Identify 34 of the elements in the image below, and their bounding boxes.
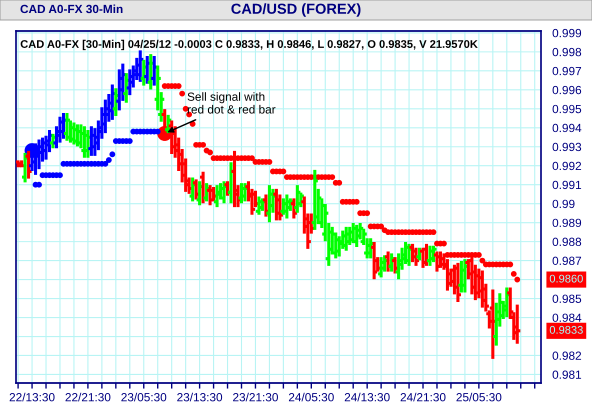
y-tick-label: 0.997: [552, 66, 582, 76]
y-tick-label: 0.982: [552, 352, 582, 360]
y-tick-label: 0.984: [552, 314, 582, 322]
annotation: Sell signal with red dot & red bar: [188, 92, 276, 114]
y-tick-label: 0.993: [552, 142, 582, 152]
x-tick-label: 22/13:30: [10, 392, 55, 402]
x-tick-label: 23/05:30: [121, 392, 166, 402]
x-tick-label: 22/21:30: [66, 392, 110, 402]
point: [109, 151, 116, 158]
y-tick-label: 0.994: [552, 124, 582, 132]
chart-title: CAD/USD (FOREX): [231, 3, 360, 17]
text: CAD A0-FX 30-Min: [20, 4, 122, 14]
y-tick-label: 0.981: [552, 370, 582, 379]
y-tick-label: 0.999: [552, 28, 582, 38]
x-tick-label: 23/21:30: [233, 392, 278, 402]
x-tick-label: 24/13:30: [344, 392, 390, 402]
y-tick-label: 0.992: [552, 162, 582, 170]
text: 0.9860: [550, 274, 583, 283]
x-tick-label: 24/21:30: [400, 392, 446, 402]
y-tick-label: 0.995: [552, 104, 582, 114]
x-tick-label: 25/05:30: [456, 392, 502, 402]
point: [106, 157, 112, 163]
annotation: CAD A0-FX [30-Min] 04/25/12 -0.0003 C 0.9833, H 0.9846, L 0.9827, O 0.9835, V 21.9570K: [20, 40, 478, 50]
y-tick-label: 0.991: [552, 180, 582, 190]
y-tick-label: 0.985: [552, 294, 582, 303]
y-tick-label: 0.989: [552, 218, 582, 228]
y-tick-label: 0.99: [552, 200, 575, 208]
y-tick-label: 0.987: [552, 256, 582, 265]
x-tick-label: 23/13:30: [177, 392, 222, 402]
y-tick-label: 0.998: [552, 48, 582, 56]
y-tick-label: 0.988: [552, 238, 582, 246]
y-tick-label: 0.996: [552, 86, 582, 94]
text: 0.9833: [550, 326, 583, 334]
x-tick-label: 24/05:30: [288, 392, 334, 402]
